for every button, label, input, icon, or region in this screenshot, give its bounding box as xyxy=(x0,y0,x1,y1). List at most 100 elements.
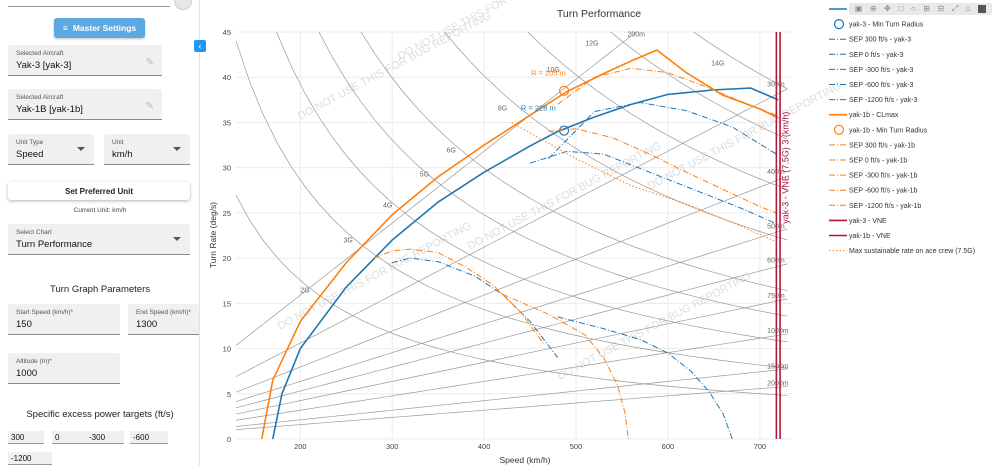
aircraft-2-label: Selected Aircraft xyxy=(16,94,64,101)
legend-label: yak-3 - Min Turn Radius xyxy=(849,22,924,29)
aircraft-2-field[interactable]: Selected Aircraft Yak-1B [yak-1b] ✎ xyxy=(8,89,162,120)
zoom-icon[interactable]: ⊕ xyxy=(869,4,877,13)
legend-label: yak-1b - VNE xyxy=(849,233,891,240)
g-load-line xyxy=(318,32,788,317)
zoom-out-icon[interactable]: ⊟ xyxy=(937,4,945,13)
legend-item[interactable]: yak-1b - Min Turn Radius xyxy=(833,124,928,135)
y-tick-label: 25 xyxy=(223,209,231,218)
x-tick-label: 600 xyxy=(662,442,675,451)
home-icon[interactable]: ⌂ xyxy=(965,4,971,13)
start-speed-label: Start Speed (km/h)* xyxy=(16,309,74,316)
collapse-sidebar-button[interactable]: ‹ xyxy=(194,40,206,52)
chevron-down-icon xyxy=(173,147,181,151)
top-toggle-button[interactable] xyxy=(174,0,192,10)
set-preferred-unit-button[interactable]: Set Preferred Unit xyxy=(8,182,190,200)
legend-item[interactable]: yak-1b - CLmax xyxy=(829,112,899,119)
sep-target-input[interactable]: -1200 xyxy=(8,452,52,465)
pencil-icon[interactable]: ✎ xyxy=(145,101,154,112)
end-speed-input[interactable]: End Speed (km/h)* 1300 xyxy=(128,304,199,335)
sep-target-input[interactable]: -300 xyxy=(86,431,124,444)
g-load-label: 8G xyxy=(498,106,507,113)
legend-item[interactable]: SEP -1200 ft/s - yak-3 xyxy=(829,97,917,104)
radius-line xyxy=(236,386,788,430)
pencil-icon[interactable]: ✎ xyxy=(145,57,154,68)
legend-item[interactable]: SEP -1200 ft/s - yak-1b xyxy=(829,203,921,210)
legend-item[interactable]: SEP 300 ft/s - yak-3 xyxy=(829,37,911,44)
chevron-down-icon xyxy=(77,147,85,151)
radius-line xyxy=(236,368,788,427)
unit-type-select[interactable]: Unit Type Speed xyxy=(8,134,94,165)
radius-annotation: R = 205 m xyxy=(531,68,566,77)
series-layer xyxy=(236,32,788,439)
radius-label: 300m xyxy=(767,81,785,88)
legend-item[interactable]: SEP -300 ft/s - yak-1b xyxy=(829,173,917,180)
legend-label: SEP 300 ft/s - yak-1b xyxy=(849,142,915,149)
aircraft-2-value: Yak-1B [yak-1b] xyxy=(16,104,83,115)
legend-item[interactable]: SEP -300 ft/s - yak-3 xyxy=(829,67,914,74)
legend-item[interactable]: SEP 0 ft/s - yak-3 xyxy=(829,52,903,59)
start-speed-input[interactable]: Start Speed (km/h)* 150 xyxy=(8,304,120,335)
legend-label: SEP -300 ft/s - yak-3 xyxy=(849,67,914,74)
legend-label: Max sustainable rate on ace crew (7.5G) xyxy=(849,248,975,255)
legend-item[interactable]: SEP -600 ft/s - yak-3 xyxy=(829,82,914,89)
unit-select[interactable]: Unit km/h xyxy=(104,134,190,165)
box-select-icon[interactable]: □ xyxy=(898,4,904,13)
pan-icon[interactable]: ✥ xyxy=(884,4,891,13)
g-load-line xyxy=(444,32,788,241)
chevron-left-icon: ‹ xyxy=(198,41,202,51)
select-chart-select[interactable]: Select Chart Turn Performance xyxy=(8,224,190,255)
y-tick-label: 40 xyxy=(223,73,231,82)
legend-item[interactable]: yak-3 - Min Turn Radius xyxy=(833,19,924,30)
sidebar: ≡ Master Settings Selected Aircraft Yak-… xyxy=(0,0,200,466)
master-settings-button[interactable]: ≡ Master Settings xyxy=(54,18,145,38)
aircraft-1-value: Yak-3 [yak-3] xyxy=(16,60,72,71)
legend-item[interactable]: yak-3 - VNE xyxy=(829,218,887,225)
radius-line xyxy=(236,298,788,415)
sep-target-input[interactable]: -600 xyxy=(130,431,168,444)
legend-marker xyxy=(833,19,845,30)
plot-modebar: ▣ ⊕ ✥ □ ○ ⊞ ⊟ ⤢ ⌂ xyxy=(849,3,992,15)
start-speed-value: 150 xyxy=(16,319,32,330)
legend-item[interactable]: SEP 300 ft/s - yak-1b xyxy=(829,142,915,149)
altitude-value: 1000 xyxy=(16,368,38,379)
series-line xyxy=(548,102,777,159)
x-tick-label: 400 xyxy=(478,442,491,451)
vne-annotation: yak-3 - VNE (7.5G) 3 (km/h) xyxy=(780,112,790,224)
radius-annotation: R = 228 m xyxy=(521,104,556,113)
select-chart-value: Turn Performance xyxy=(16,239,93,250)
lasso-icon[interactable]: ○ xyxy=(910,4,916,13)
aircraft-1-field[interactable]: Selected Aircraft Yak-3 [yak-3] ✎ xyxy=(8,45,162,76)
legend-item[interactable]: SEP -600 ft/s - yak-1b xyxy=(829,188,917,195)
x-axis-label: Speed (km/h) xyxy=(499,455,550,465)
y-tick-label: 5 xyxy=(227,390,231,399)
chart-title: Turn Performance xyxy=(557,8,641,20)
grid-layer xyxy=(236,31,792,440)
min-turn-radius-marker xyxy=(558,85,570,96)
end-speed-value: 1300 xyxy=(136,319,158,330)
radius-label: 400m xyxy=(767,169,785,176)
radius-label: 2000m xyxy=(767,381,789,388)
g-load-lines xyxy=(236,32,788,396)
legend-label: SEP 0 ft/s - yak-1b xyxy=(849,158,907,165)
legend-item[interactable]: Max sustainable rate on ace crew (7.5G) xyxy=(829,248,975,255)
aircraft-1-label: Selected Aircraft xyxy=(16,50,64,57)
label-layer: 2G 3G 4G 5G 6G 8G 10G 12G 14G 200m 300m 400m 500m 600… xyxy=(300,32,790,388)
y-tick-label: 10 xyxy=(223,345,231,354)
radius-line xyxy=(236,228,788,402)
legend-label: SEP 0 ft/s - yak-3 xyxy=(849,52,903,59)
altitude-input[interactable]: Altitude (m)* 1000 xyxy=(8,353,120,384)
g-load-label: 2G xyxy=(300,287,309,294)
legend-item[interactable]: SEP 0 ft/s - yak-1b xyxy=(829,158,907,165)
g-load-label: 12G xyxy=(585,41,598,48)
autoscale-icon[interactable]: ⤢ xyxy=(951,4,959,13)
zoom-in-icon[interactable]: ⊞ xyxy=(923,4,930,13)
g-load-label: 6G xyxy=(446,147,455,154)
unit-type-value: Speed xyxy=(16,149,44,160)
camera-icon[interactable]: ▣ xyxy=(854,4,863,13)
sep-target-input[interactable]: 0 xyxy=(52,431,88,444)
sep-target-input[interactable]: 300 xyxy=(8,431,44,444)
legend-item[interactable]: yak-1b - VNE xyxy=(829,233,891,240)
